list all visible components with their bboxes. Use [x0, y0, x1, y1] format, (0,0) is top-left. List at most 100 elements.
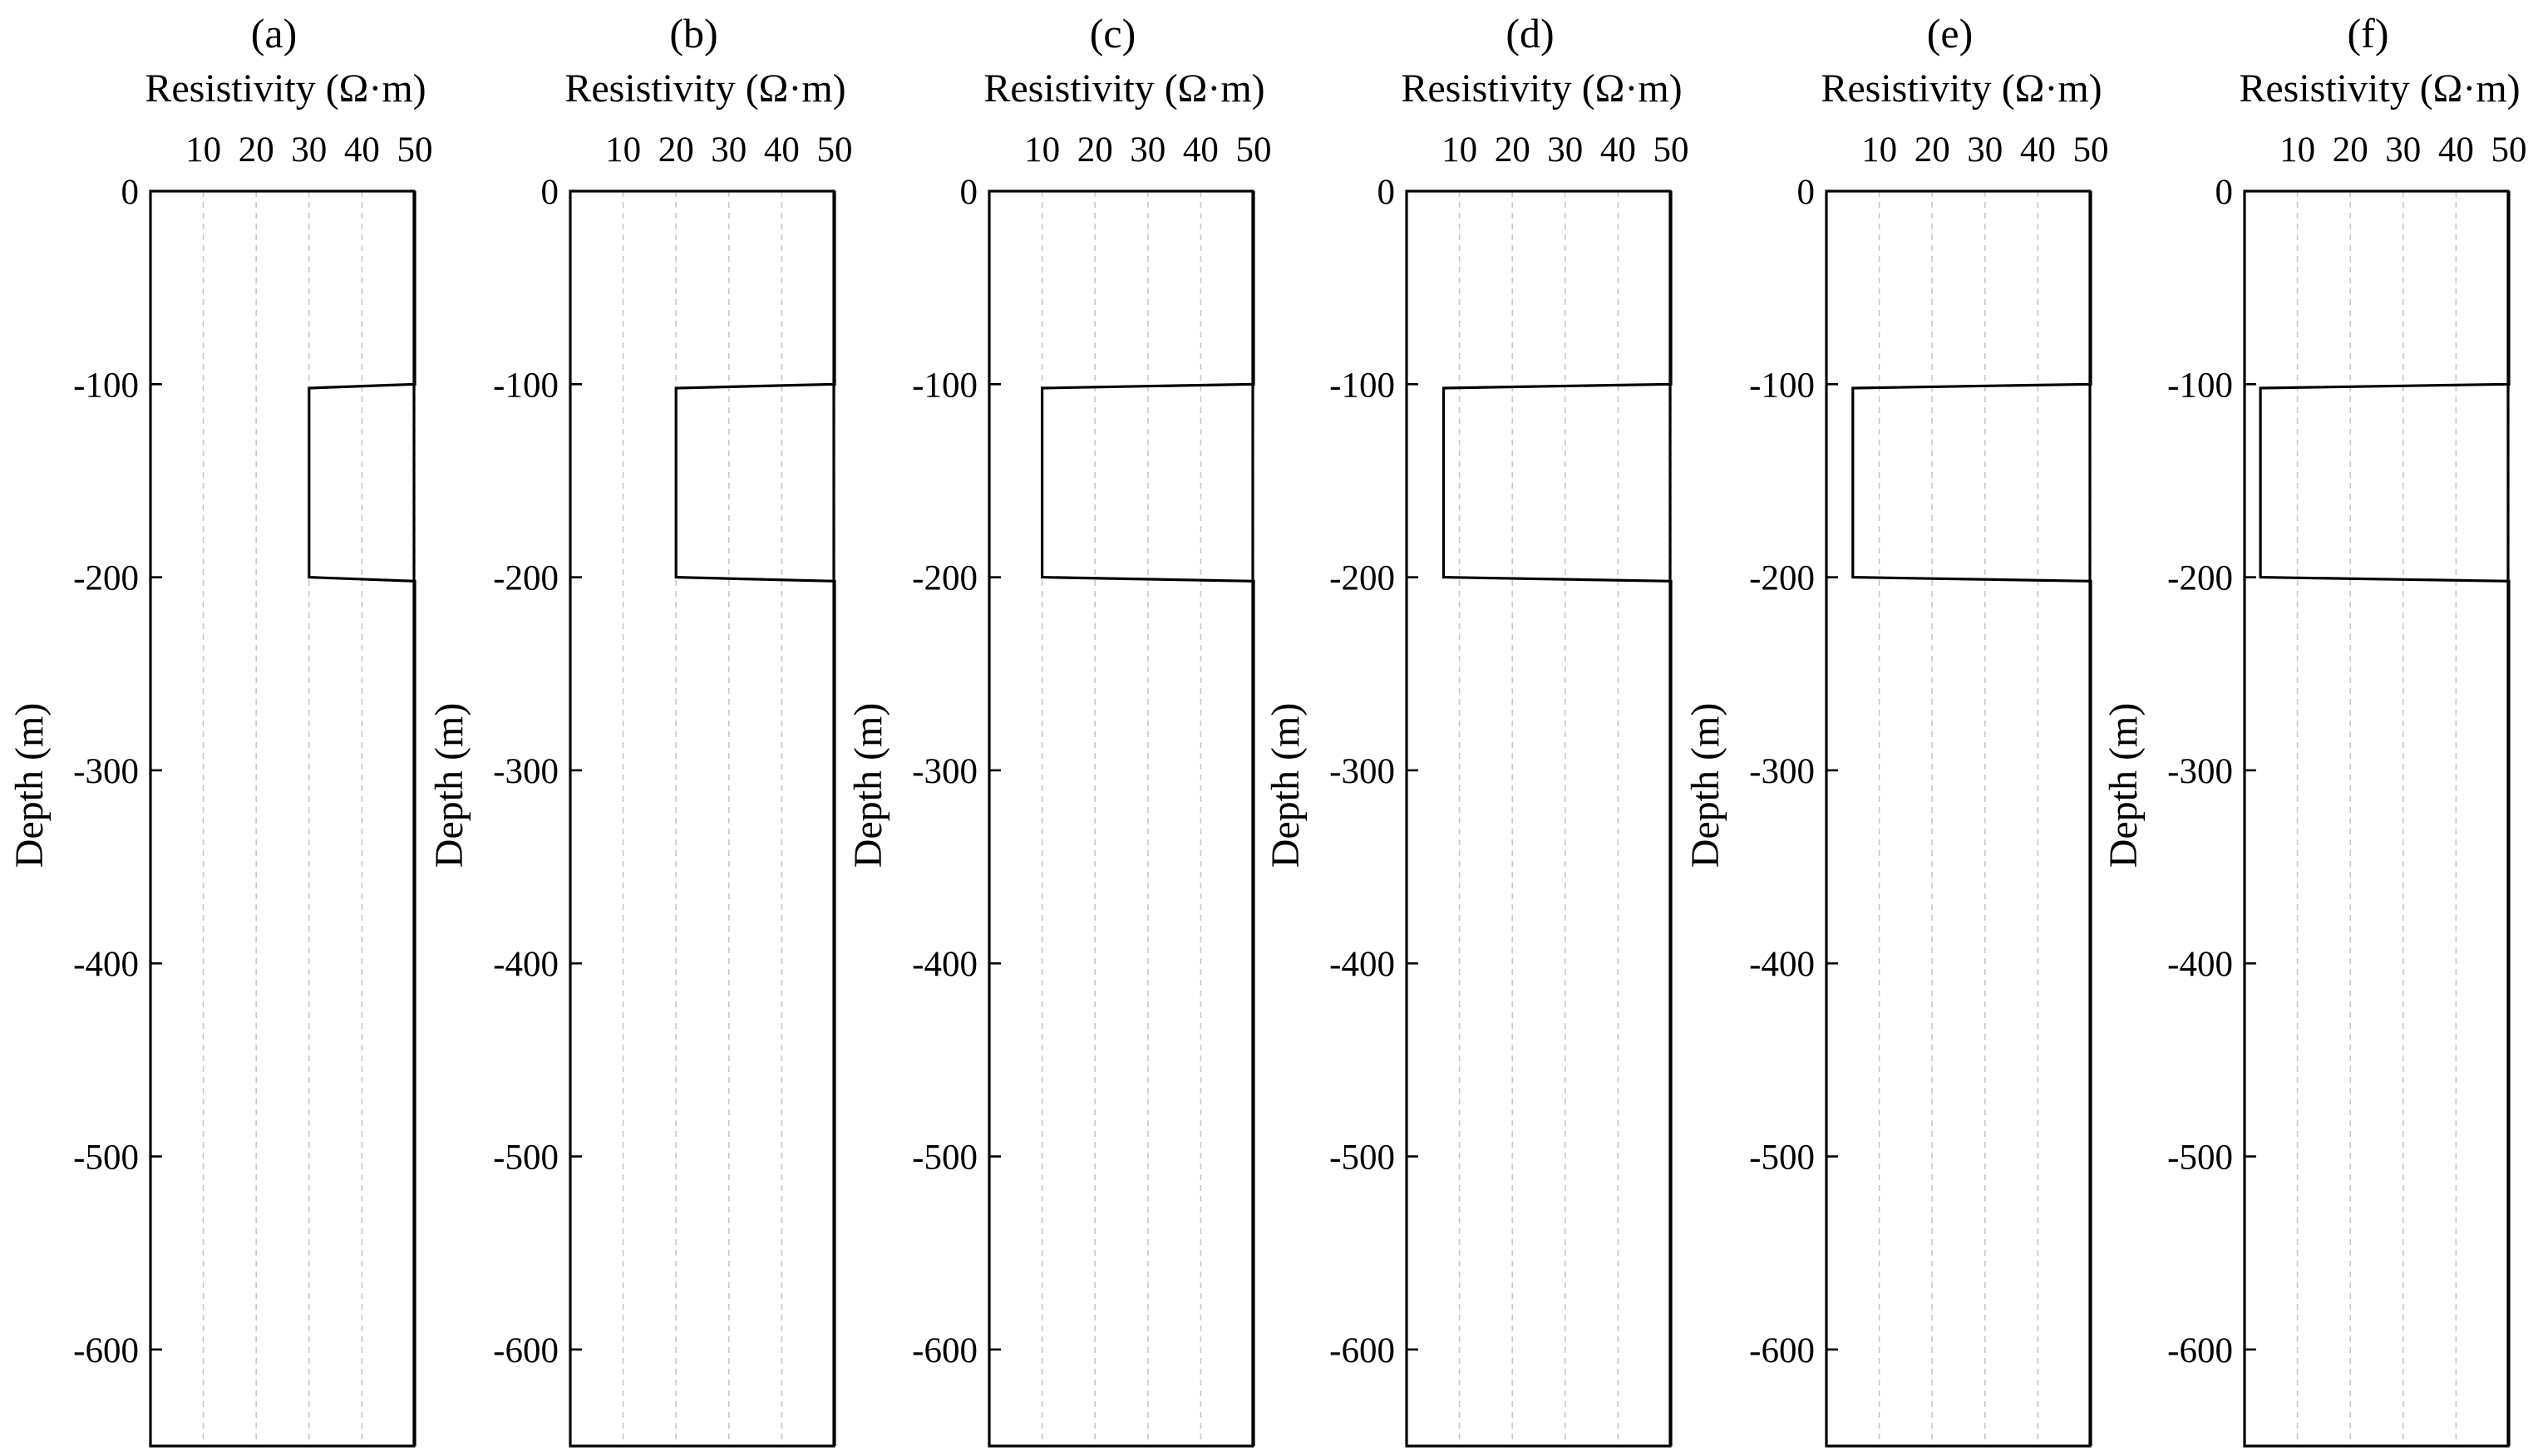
- tick-label-x: 30: [1967, 130, 2003, 170]
- panel-a: 0 -100 -200 -300 -400 -500 -600 10 20 30 40 50 Resis…: [7, 10, 433, 1448]
- tick-label-y: -200: [1749, 559, 1815, 598]
- tick-label-x: 40: [764, 130, 800, 170]
- resistivity-profile-line: [308, 191, 416, 1446]
- tick-label-y: -300: [493, 752, 559, 791]
- panel-title: (f): [2348, 10, 2389, 57]
- tick-label-y: -600: [1749, 1331, 1815, 1370]
- tick-label-y: -300: [1329, 752, 1395, 791]
- tick-label-y: -400: [73, 945, 139, 984]
- tick-label-y: -200: [912, 559, 978, 598]
- x-axis-label: Resistivity (Ω·m): [145, 66, 426, 111]
- panel-b: 0 -100 -200 -300 -400 -500 -600 10 20 30 40 50 Resis…: [427, 10, 853, 1448]
- tick-label-y: -500: [493, 1139, 559, 1178]
- resistivity-profile-line: [1851, 191, 2092, 1446]
- tick-label-x: 30: [291, 130, 327, 170]
- tick-label-y: -500: [912, 1139, 978, 1178]
- plot-frame: [2243, 189, 2510, 1448]
- plot-frame: [1405, 189, 1672, 1448]
- plot-frame: [149, 189, 416, 1448]
- tick-label-x: 30: [2385, 130, 2421, 170]
- resistivity-profile-line: [674, 191, 836, 1446]
- panel-title: (c): [1090, 10, 1136, 57]
- panel-d: 0 -100 -200 -300 -400 -500 -600 10 20 30 40 50 Resis…: [1264, 10, 1689, 1448]
- panel-f: 0 -100 -200 -300 -400 -500 -600 10 20 30 40 50 Resis…: [2102, 10, 2527, 1448]
- tick-label-y: -400: [1749, 945, 1815, 984]
- tick-label-x: 50: [1653, 130, 1689, 170]
- tick-label-x: 50: [817, 130, 853, 170]
- tick-label-y: -200: [1329, 559, 1395, 598]
- tick-label-x: 10: [1024, 130, 1060, 170]
- x-axis-label: Resistivity (Ω·m): [1401, 66, 1682, 111]
- tick-label-y: -300: [1749, 752, 1815, 791]
- panel-c: 0 -100 -200 -300 -400 -500 -600 10 20 30 40 50 Resis…: [846, 10, 1272, 1448]
- tick-label-y: -600: [2167, 1331, 2233, 1370]
- tick-label-y: -200: [2167, 559, 2233, 598]
- tick-label-y: -100: [73, 366, 139, 405]
- panel-e: 0 -100 -200 -300 -400 -500 -600 10 20 30 40 50 Resis…: [1683, 10, 2109, 1448]
- tick-label-y: -200: [493, 559, 559, 598]
- tick-label-y: -600: [912, 1331, 978, 1370]
- tick-label-y: -400: [493, 945, 559, 984]
- plot-frame: [569, 189, 835, 1448]
- tick-label-x: 50: [2073, 130, 2109, 170]
- y-axis-label: Depth (m): [427, 703, 471, 868]
- tick-label-x: 50: [397, 130, 433, 170]
- tick-label-y: 0: [1797, 173, 1816, 212]
- panel-title: (e): [1927, 10, 1974, 57]
- resistivity-profile-line: [2259, 191, 2511, 1446]
- tick-label-y: 0: [960, 173, 978, 212]
- tick-label-x: 20: [1915, 130, 1950, 170]
- x-axis-label: Resistivity (Ω·m): [983, 66, 1264, 111]
- x-axis-label: Resistivity (Ω·m): [1821, 66, 2102, 111]
- tick-label-y: -300: [912, 752, 978, 791]
- tick-label-x: 20: [2333, 130, 2368, 170]
- tick-label-y: -100: [1749, 366, 1815, 405]
- tick-label-x: 20: [1495, 130, 1530, 170]
- tick-label-y: 0: [541, 173, 559, 212]
- tick-label-x: 40: [344, 130, 380, 170]
- tick-label-y: -200: [73, 559, 139, 598]
- panel-title: (d): [1506, 10, 1554, 57]
- y-axis-label: Depth (m): [7, 703, 52, 868]
- plot-frame: [1825, 189, 2092, 1448]
- tick-label-y: -500: [1749, 1139, 1815, 1178]
- tick-label-x: 50: [1236, 130, 1272, 170]
- tick-label-x: 50: [2491, 130, 2527, 170]
- tick-label-y: -500: [73, 1139, 139, 1178]
- tick-label-y: -600: [1329, 1331, 1395, 1370]
- tick-label-y: 0: [1377, 173, 1396, 212]
- resistivity-profile-line: [1040, 191, 1255, 1446]
- tick-label-y: -400: [1329, 945, 1395, 984]
- tick-label-y: -100: [912, 366, 978, 405]
- y-axis-label: Depth (m): [1683, 703, 1727, 868]
- tick-label-y: -400: [2167, 945, 2233, 984]
- tick-label-y: -100: [2167, 366, 2233, 405]
- tick-label-x: 40: [1600, 130, 1636, 170]
- tick-label-x: 30: [711, 130, 747, 170]
- x-axis-label: Resistivity (Ω·m): [564, 66, 845, 111]
- tick-label-x: 30: [1547, 130, 1583, 170]
- tick-label-y: -600: [73, 1331, 139, 1370]
- resistivity-profile-line: [1441, 191, 1673, 1446]
- tick-label-y: -600: [493, 1331, 559, 1370]
- y-axis-label: Depth (m): [1264, 703, 1308, 868]
- tick-label-x: 40: [2438, 130, 2474, 170]
- tick-label-x: 40: [1183, 130, 1219, 170]
- tick-label-x: 10: [2279, 130, 2315, 170]
- x-axis-label: Resistivity (Ω·m): [2239, 66, 2520, 111]
- tick-label-y: -400: [912, 945, 978, 984]
- tick-label-y: -300: [73, 752, 139, 791]
- tick-label-y: -100: [1329, 366, 1395, 405]
- tick-label-x: 20: [1077, 130, 1113, 170]
- plot-frame: [988, 189, 1254, 1448]
- tick-label-y: -300: [2167, 752, 2233, 791]
- panel-title: (a): [251, 10, 298, 57]
- tick-label-y: -500: [2167, 1139, 2233, 1178]
- y-axis-label: Depth (m): [846, 703, 890, 868]
- y-axis-label: Depth (m): [2102, 703, 2146, 868]
- panel-title: (b): [669, 10, 717, 57]
- tick-label-x: 30: [1130, 130, 1166, 170]
- tick-label-x: 20: [239, 130, 274, 170]
- tick-label-x: 10: [605, 130, 641, 170]
